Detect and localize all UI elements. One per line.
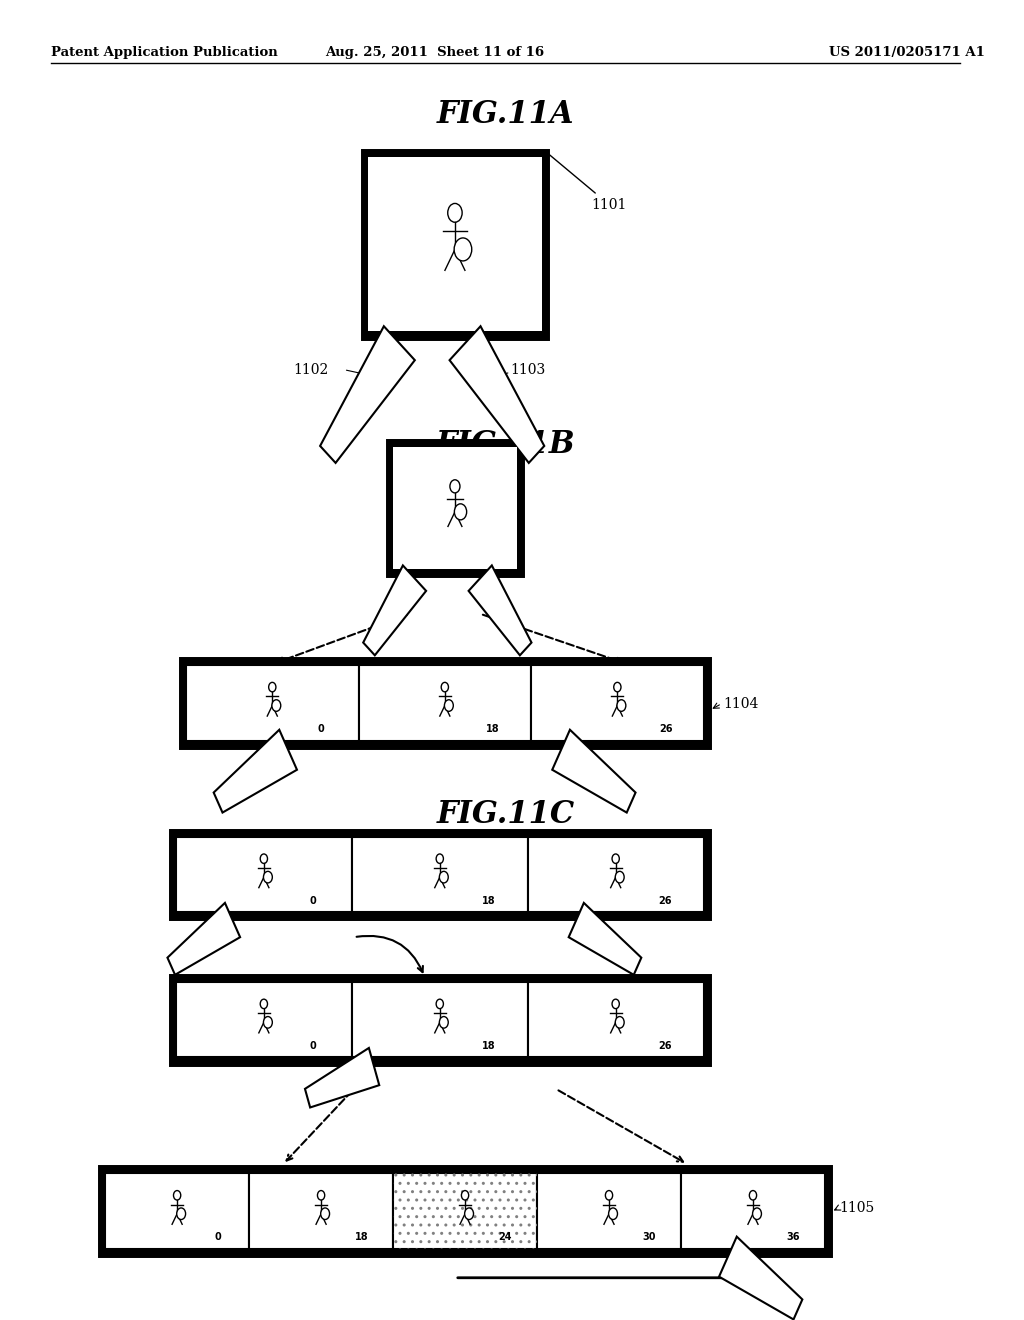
Bar bbox=[182, 660, 708, 746]
Circle shape bbox=[455, 504, 467, 520]
Bar bbox=[527, 837, 703, 912]
Text: 0: 0 bbox=[309, 1041, 316, 1051]
Bar bbox=[105, 1173, 825, 1249]
Text: 18: 18 bbox=[354, 1233, 369, 1242]
Bar bbox=[249, 1173, 393, 1249]
Circle shape bbox=[263, 871, 272, 883]
Circle shape bbox=[436, 854, 443, 863]
Text: 36: 36 bbox=[786, 1233, 800, 1242]
Bar bbox=[172, 977, 708, 1063]
Bar bbox=[176, 982, 352, 1057]
Circle shape bbox=[612, 999, 620, 1008]
Bar bbox=[527, 982, 703, 1057]
Circle shape bbox=[613, 682, 621, 692]
Polygon shape bbox=[214, 730, 297, 813]
Bar bbox=[176, 837, 703, 912]
Circle shape bbox=[753, 1208, 762, 1220]
Bar bbox=[389, 442, 520, 574]
Text: 0: 0 bbox=[309, 896, 316, 906]
Circle shape bbox=[450, 479, 460, 492]
Circle shape bbox=[317, 1191, 325, 1200]
Circle shape bbox=[268, 682, 275, 692]
Bar bbox=[537, 1173, 681, 1249]
Bar bbox=[101, 1168, 829, 1254]
Bar bbox=[358, 665, 531, 741]
Text: 26: 26 bbox=[658, 896, 672, 906]
Circle shape bbox=[447, 203, 462, 222]
Text: 1105: 1105 bbox=[839, 1201, 874, 1214]
Polygon shape bbox=[719, 1237, 803, 1320]
Bar bbox=[352, 982, 527, 1057]
Bar bbox=[393, 1173, 537, 1249]
Polygon shape bbox=[469, 565, 531, 655]
Text: 0: 0 bbox=[317, 725, 324, 734]
Circle shape bbox=[263, 1016, 272, 1028]
Bar bbox=[176, 982, 703, 1057]
Circle shape bbox=[615, 871, 625, 883]
Text: 18: 18 bbox=[486, 725, 500, 734]
Circle shape bbox=[750, 1191, 757, 1200]
Circle shape bbox=[439, 1016, 449, 1028]
Bar bbox=[186, 665, 703, 741]
Polygon shape bbox=[364, 565, 426, 655]
Bar bbox=[393, 1173, 537, 1249]
Text: 26: 26 bbox=[658, 725, 673, 734]
Polygon shape bbox=[450, 326, 545, 463]
Circle shape bbox=[436, 999, 443, 1008]
Bar bbox=[681, 1173, 825, 1249]
Text: FIG.11B: FIG.11B bbox=[435, 429, 575, 459]
Circle shape bbox=[173, 1191, 181, 1200]
Polygon shape bbox=[168, 903, 240, 974]
Text: US 2011/0205171 A1: US 2011/0205171 A1 bbox=[829, 46, 985, 59]
Circle shape bbox=[272, 700, 281, 711]
Text: 1103: 1103 bbox=[511, 363, 546, 376]
Bar bbox=[186, 665, 358, 741]
Text: FIG.11C: FIG.11C bbox=[436, 799, 574, 829]
Text: 30: 30 bbox=[643, 1233, 656, 1242]
Bar bbox=[364, 152, 546, 337]
Circle shape bbox=[462, 1191, 469, 1200]
Bar bbox=[352, 837, 527, 912]
Bar bbox=[105, 1173, 249, 1249]
Circle shape bbox=[454, 238, 472, 261]
Circle shape bbox=[441, 682, 449, 692]
Bar bbox=[368, 157, 542, 331]
Text: 1101: 1101 bbox=[548, 153, 627, 211]
Bar bbox=[176, 837, 352, 912]
Circle shape bbox=[260, 854, 267, 863]
Polygon shape bbox=[552, 730, 636, 813]
Bar bbox=[172, 832, 708, 917]
Circle shape bbox=[444, 700, 454, 711]
Bar bbox=[393, 447, 516, 569]
Circle shape bbox=[608, 1208, 617, 1220]
Circle shape bbox=[177, 1208, 185, 1220]
Bar bbox=[531, 665, 703, 741]
Text: FIG.11A: FIG.11A bbox=[437, 99, 574, 129]
Circle shape bbox=[617, 700, 626, 711]
Text: Aug. 25, 2011  Sheet 11 of 16: Aug. 25, 2011 Sheet 11 of 16 bbox=[326, 46, 545, 59]
Circle shape bbox=[260, 999, 267, 1008]
Circle shape bbox=[465, 1208, 473, 1220]
Text: 1104: 1104 bbox=[723, 697, 758, 710]
Text: Patent Application Publication: Patent Application Publication bbox=[50, 46, 278, 59]
Circle shape bbox=[321, 1208, 330, 1220]
Polygon shape bbox=[305, 1048, 379, 1107]
Polygon shape bbox=[568, 903, 641, 974]
Text: 0: 0 bbox=[214, 1233, 221, 1242]
Text: 1102: 1102 bbox=[293, 363, 329, 376]
Text: 18: 18 bbox=[482, 1041, 496, 1051]
Polygon shape bbox=[321, 326, 415, 463]
Text: 24: 24 bbox=[499, 1233, 512, 1242]
Circle shape bbox=[615, 1016, 625, 1028]
Circle shape bbox=[605, 1191, 612, 1200]
Circle shape bbox=[439, 871, 449, 883]
Text: 18: 18 bbox=[482, 896, 496, 906]
Circle shape bbox=[612, 854, 620, 863]
Text: 26: 26 bbox=[658, 1041, 672, 1051]
